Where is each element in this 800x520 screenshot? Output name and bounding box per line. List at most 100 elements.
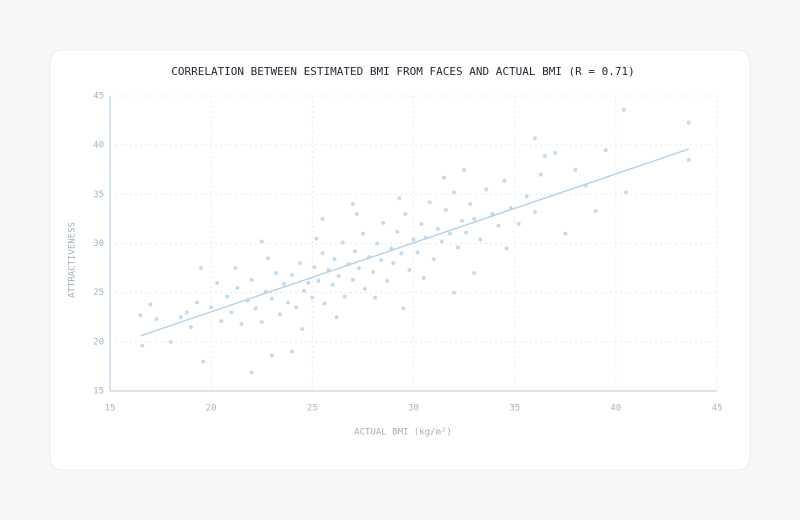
point — [300, 327, 305, 332]
point — [332, 257, 337, 262]
y-tick-label: 40 — [93, 141, 104, 151]
x-axis-label: ACTUAL BMI (kg/m²) — [354, 428, 452, 438]
point — [229, 310, 234, 315]
point — [379, 258, 384, 263]
point — [532, 210, 537, 215]
point — [269, 353, 274, 358]
point — [168, 339, 173, 344]
point — [621, 107, 626, 112]
point — [472, 216, 477, 221]
point — [340, 240, 345, 245]
point — [407, 268, 412, 273]
point — [312, 265, 317, 270]
point — [140, 343, 145, 348]
trend-line — [140, 148, 689, 337]
point — [188, 325, 193, 330]
point — [350, 202, 355, 207]
point — [468, 202, 473, 207]
point — [381, 220, 386, 225]
point — [543, 153, 548, 158]
point — [314, 236, 319, 241]
card — [49, 49, 751, 471]
x-tick-label: 35 — [509, 404, 520, 414]
y-tick-label: 35 — [93, 190, 104, 200]
point — [484, 187, 489, 192]
point — [371, 270, 376, 275]
point — [259, 239, 264, 244]
point — [360, 231, 365, 236]
point — [277, 312, 282, 317]
x-tick-label: 45 — [712, 404, 723, 414]
x-tick-label: 20 — [206, 404, 217, 414]
y-tick-label: 30 — [93, 239, 104, 249]
y-axis-label: ATTRACTIVENESS — [68, 222, 78, 298]
point — [209, 305, 214, 310]
point — [502, 178, 507, 183]
point — [350, 277, 355, 282]
point — [138, 313, 143, 318]
point — [273, 271, 278, 275]
point — [573, 167, 578, 172]
point — [460, 218, 465, 223]
point — [298, 261, 303, 266]
x-tick-label: 15 — [105, 404, 116, 414]
point — [435, 226, 440, 231]
point — [686, 157, 691, 162]
point — [294, 305, 299, 310]
point — [235, 285, 240, 290]
point — [411, 237, 416, 242]
point — [195, 300, 200, 305]
point — [441, 175, 446, 180]
y-tick-label: 25 — [93, 288, 104, 298]
point — [282, 281, 287, 286]
point — [496, 223, 501, 228]
chart-title: CORRELATION BETWEEN ESTIMATED BMI FROM F… — [171, 65, 635, 78]
point — [225, 294, 230, 299]
point — [290, 272, 295, 277]
point — [427, 200, 432, 205]
point — [419, 221, 424, 226]
point — [352, 249, 357, 254]
x-tick-label: 30 — [408, 404, 419, 414]
x-tick-label: 25 — [307, 404, 318, 414]
point — [472, 271, 477, 275]
point — [249, 277, 254, 282]
point — [253, 306, 258, 311]
point — [259, 320, 264, 325]
point — [154, 317, 159, 322]
y-tick-label: 15 — [93, 387, 104, 397]
point — [265, 256, 270, 261]
point — [443, 208, 448, 213]
point — [322, 301, 327, 306]
point — [316, 278, 321, 283]
point — [199, 266, 204, 271]
point — [421, 275, 426, 280]
point — [603, 148, 608, 153]
point — [623, 190, 628, 195]
point — [336, 273, 341, 278]
point — [456, 245, 461, 250]
point — [249, 370, 254, 375]
point — [593, 209, 598, 214]
point — [215, 280, 220, 285]
point — [395, 229, 400, 234]
point — [178, 315, 183, 320]
point — [356, 266, 361, 271]
point — [464, 230, 469, 235]
point — [233, 266, 238, 271]
point — [403, 212, 408, 216]
point — [504, 246, 509, 251]
point — [524, 194, 529, 199]
point — [330, 282, 335, 287]
point — [269, 296, 274, 301]
point — [239, 322, 244, 327]
point — [354, 212, 359, 216]
point — [286, 300, 291, 305]
point — [447, 231, 452, 236]
point — [451, 290, 456, 295]
point — [538, 172, 543, 177]
point — [302, 288, 307, 293]
point — [320, 216, 325, 221]
